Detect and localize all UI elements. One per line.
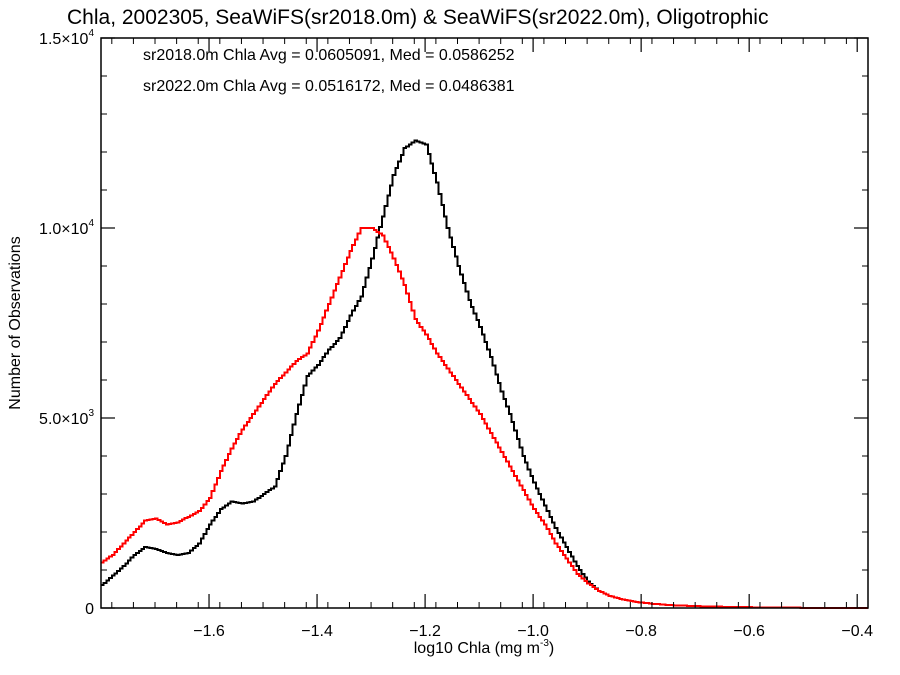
chart-title: Chla, 2002305, SeaWiFS(sr2018.0m) & SeaW…: [67, 6, 768, 29]
statistics-annotations: sr2018.0m Chla Avg = 0.0605091, Med = 0.…: [143, 47, 515, 95]
x-axis-ticks: −1.6 −1.4 −1.2 −1.0 −0.8 −0.6 −0.4: [111, 38, 873, 640]
x-tick-label: −0.6: [733, 623, 765, 640]
y-tick-label: 0: [85, 601, 94, 618]
y-tick-label: 1.0×104: [39, 218, 94, 238]
stat-annotation: sr2022.0m Chla Avg = 0.0516172, Med = 0.…: [143, 78, 515, 95]
y-axis-label: Number of Observations: [7, 236, 24, 409]
y-tick-exponent: 3: [88, 408, 94, 419]
x-axis-label: log10 Chla (mg m-3): [414, 638, 555, 657]
histogram-line-series-0: [101, 139, 868, 609]
y-tick-exponent: 4: [88, 218, 94, 229]
x-tick-label: −1.2: [409, 623, 441, 640]
stat-annotation: sr2018.0m Chla Avg = 0.0605091, Med = 0.…: [143, 47, 515, 64]
x-tick-label: −1.0: [517, 623, 549, 640]
x-axis-label-text: log10 Chla (mg m: [414, 640, 540, 657]
y-tick-mantissa: 5.0×10: [39, 411, 88, 428]
x-tick-label: −0.8: [625, 623, 657, 640]
y-tick-mantissa: 1.0×10: [39, 221, 88, 238]
x-tick-label: −0.4: [841, 623, 873, 640]
y-tick-label: 5.0×103: [39, 408, 94, 428]
x-tick-label: −1.6: [193, 623, 225, 640]
histogram-series: [101, 139, 868, 609]
y-tick-mantissa: 1.5×10: [39, 31, 88, 48]
histogram-line-series-1: [101, 227, 868, 609]
y-tick-label: 1.5×104: [39, 28, 94, 48]
y-tick-mantissa: 0: [85, 601, 94, 618]
x-tick-label: −1.4: [301, 623, 333, 640]
plot-frame: [100, 37, 869, 609]
x-axis-label-suffix: ): [549, 640, 554, 657]
y-tick-exponent: 4: [88, 28, 94, 39]
x-axis-label-exponent: -3: [540, 638, 549, 649]
